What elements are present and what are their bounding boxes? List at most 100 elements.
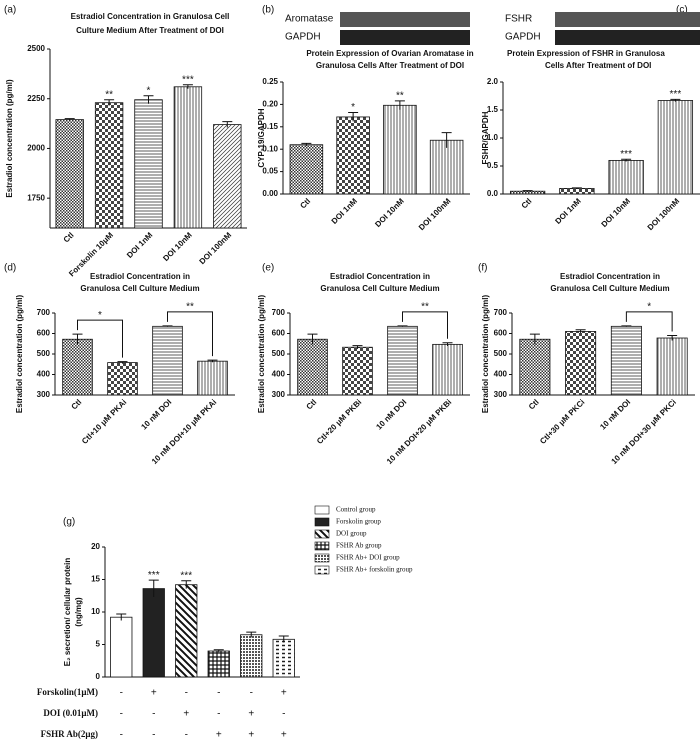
bar bbox=[272, 638, 295, 678]
chart-title: Estradiol Concentration in bbox=[330, 272, 430, 281]
bar bbox=[387, 325, 418, 396]
blot-label: Aromatase bbox=[285, 14, 334, 25]
error-bar bbox=[442, 342, 453, 347]
bar bbox=[197, 360, 228, 396]
bar bbox=[383, 104, 417, 195]
error-bar bbox=[529, 333, 540, 345]
condition-mark: + bbox=[281, 688, 287, 699]
panel-label: (g) bbox=[63, 517, 75, 528]
x-tick-label: Ctl+20 μM PKBi bbox=[315, 398, 363, 446]
x-tick-label: DOI 1nM bbox=[125, 230, 155, 260]
panel-label: (e) bbox=[262, 263, 274, 274]
x-tick-label: DOI 1nM bbox=[553, 196, 583, 226]
condition-mark: + bbox=[216, 730, 222, 739]
x-tick-label: DOI 1nM bbox=[330, 196, 360, 226]
chart-title: Culture Medium After Treatment of DOI bbox=[76, 26, 224, 35]
error-bar bbox=[441, 132, 452, 148]
condition-mark: + bbox=[151, 688, 157, 699]
error-bar bbox=[182, 84, 193, 89]
y-tick-label: 0.05 bbox=[262, 167, 278, 176]
bar bbox=[432, 343, 463, 396]
legend-swatch bbox=[314, 517, 330, 527]
chart-title: Granulosa Cell Culture Medium bbox=[550, 284, 669, 293]
bar bbox=[173, 86, 203, 229]
significance-label: *** bbox=[148, 570, 160, 581]
y-tick-label: 15 bbox=[91, 575, 100, 584]
blot-label: GAPDH bbox=[505, 32, 541, 43]
significance-label: * bbox=[351, 102, 355, 113]
condition-mark: - bbox=[152, 730, 155, 739]
y-tick-label: 700 bbox=[37, 308, 51, 317]
bar bbox=[55, 119, 84, 229]
y-tick-label: 0.0 bbox=[487, 189, 499, 198]
error-bar bbox=[162, 325, 173, 327]
condition-label: FSHR Ab(2μg) bbox=[41, 729, 98, 739]
y-axis-label: (ng/mg) bbox=[74, 597, 83, 627]
significance-label: ** bbox=[396, 90, 404, 101]
y-tick-label: 300 bbox=[37, 390, 51, 399]
blot-band bbox=[340, 12, 470, 27]
error-bar bbox=[181, 580, 192, 589]
panel-label: (b) bbox=[262, 5, 274, 16]
x-tick-label: Ctl bbox=[69, 398, 83, 412]
condition-mark: - bbox=[120, 730, 123, 739]
bar bbox=[175, 584, 198, 678]
y-tick-label: 400 bbox=[494, 370, 508, 379]
error-bar bbox=[307, 333, 318, 345]
y-tick-label: 500 bbox=[494, 349, 508, 358]
y-tick-label: 400 bbox=[37, 370, 51, 379]
x-tick-label: 10 nM DOI bbox=[139, 398, 173, 432]
y-tick-label: 10 bbox=[91, 607, 100, 616]
x-tick-label: Ctl+30 μM PKCi bbox=[538, 398, 586, 446]
y-tick-label: 1.5 bbox=[487, 105, 499, 114]
y-tick-label: 500 bbox=[37, 349, 51, 358]
chart-title: Granulosa Cells After Treatment of DOI bbox=[316, 61, 464, 70]
bar bbox=[289, 144, 324, 195]
blot-band bbox=[555, 12, 700, 27]
x-tick-label: DOI 10nM bbox=[373, 196, 406, 229]
y-tick-label: 0.00 bbox=[262, 189, 278, 198]
y-axis-label: FSHR/GAPDH bbox=[481, 111, 490, 164]
y-tick-label: 2000 bbox=[27, 144, 45, 153]
bar bbox=[610, 325, 642, 396]
x-tick-label: DOI 100nM bbox=[646, 196, 682, 232]
condition-mark: - bbox=[120, 688, 123, 699]
condition-label: Forskolin(1μM) bbox=[37, 687, 98, 697]
significance-label: ** bbox=[105, 89, 113, 100]
error-bar bbox=[222, 121, 233, 128]
y-tick-label: 1.0 bbox=[487, 133, 499, 142]
legend-label: Control group bbox=[336, 506, 376, 514]
error-bar bbox=[397, 325, 408, 327]
blot-label: GAPDH bbox=[285, 32, 321, 43]
error-bar bbox=[621, 325, 632, 327]
condition-mark: - bbox=[185, 730, 188, 739]
condition-mark: - bbox=[217, 709, 220, 720]
x-tick-label: Ctl bbox=[527, 398, 541, 412]
x-tick-label: Ctl bbox=[62, 231, 76, 245]
chart-title: Granulosa Cell Culture Medium bbox=[80, 284, 199, 293]
y-axis-label: Estradiol concentration (pg/ml) bbox=[257, 295, 266, 414]
y-axis-label: Estradiol concentration (pg/ml) bbox=[5, 79, 14, 198]
error-bar bbox=[143, 95, 154, 104]
error-bar bbox=[394, 100, 405, 110]
y-axis-label: E₂ secretion/ cellular protein bbox=[63, 558, 72, 667]
y-tick-label: 0.20 bbox=[262, 100, 278, 109]
chart-title: Estradiol Concentration in bbox=[560, 272, 660, 281]
bar bbox=[152, 325, 183, 396]
bar bbox=[62, 338, 93, 396]
bar bbox=[110, 616, 133, 678]
bar bbox=[134, 99, 163, 229]
error-bar bbox=[72, 333, 83, 345]
bar bbox=[342, 346, 373, 396]
legend-label: FSHR Ab+ forskolin group bbox=[336, 566, 413, 574]
panel-label: (a) bbox=[4, 5, 16, 16]
error-bar bbox=[621, 158, 632, 162]
bar bbox=[429, 139, 464, 195]
error-bar bbox=[301, 142, 312, 147]
chart-title: Cells After Treatment of DOI bbox=[545, 61, 651, 70]
y-tick-label: 5 bbox=[96, 640, 101, 649]
condition-mark: - bbox=[152, 709, 155, 720]
significance-label: * bbox=[647, 302, 651, 313]
y-tick-label: 2.0 bbox=[487, 77, 499, 86]
